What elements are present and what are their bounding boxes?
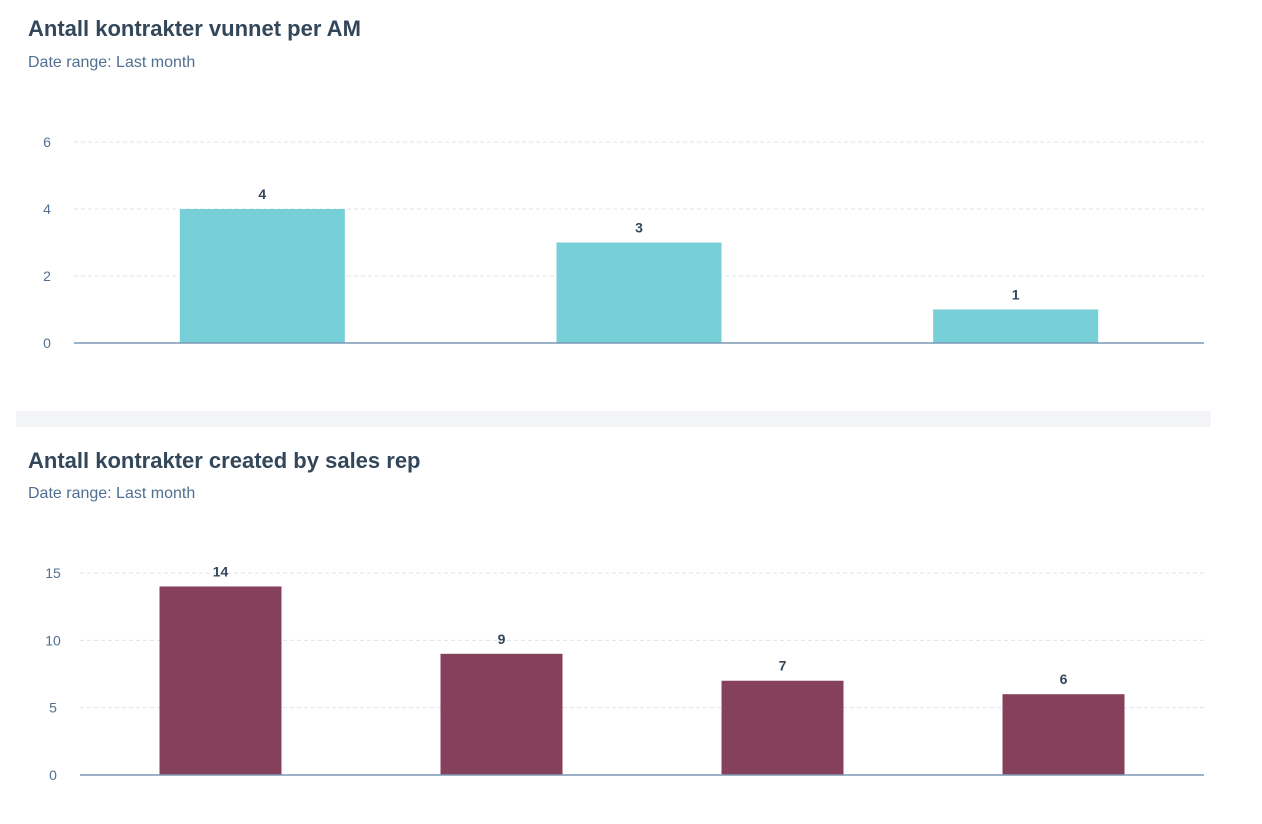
bar (721, 680, 844, 775)
y-tick-label: 10 (45, 632, 61, 648)
y-tick-label: 0 (43, 335, 51, 351)
bar-value-label: 1 (1012, 287, 1020, 303)
y-tick-label: 15 (45, 565, 61, 581)
y-tick-label: 0 (49, 767, 57, 783)
bar-chart-contracts-won: 0 2 4 6 4 3 1 (43, 134, 1204, 351)
bar (159, 586, 282, 775)
chart-date-range: Date range: Last month (28, 54, 196, 71)
bar-chart-contracts-created: 0 5 10 15 14 9 7 6 (45, 563, 1204, 783)
bar (933, 309, 1099, 343)
bar-value-label: 6 (1060, 671, 1068, 687)
bar (179, 209, 345, 343)
chart-title: Antall kontrakter vunnet per AM (28, 16, 361, 41)
bar (1002, 694, 1125, 775)
bar-value-label: 4 (258, 186, 266, 202)
y-tick-label: 5 (49, 700, 57, 716)
bar-value-label: 9 (498, 631, 506, 647)
y-tick-label: 6 (43, 134, 51, 150)
bar-value-label: 7 (779, 658, 787, 674)
y-tick-label: 4 (43, 201, 51, 217)
report-card-contracts-won: Antall kontrakter vunnet per AM Date ran… (16, 0, 1211, 411)
report-card-contracts-created: Antall kontrakter created by sales rep D… (16, 427, 1211, 824)
y-tick-label: 2 (43, 268, 51, 284)
bar (440, 653, 563, 775)
bar-value-label: 3 (635, 220, 643, 236)
chart-title: Antall kontrakter created by sales rep (28, 448, 421, 473)
bar (556, 242, 722, 343)
bar-value-label: 14 (213, 563, 229, 579)
chart-date-range: Date range: Last month (28, 485, 196, 502)
card-separator (16, 411, 1211, 427)
